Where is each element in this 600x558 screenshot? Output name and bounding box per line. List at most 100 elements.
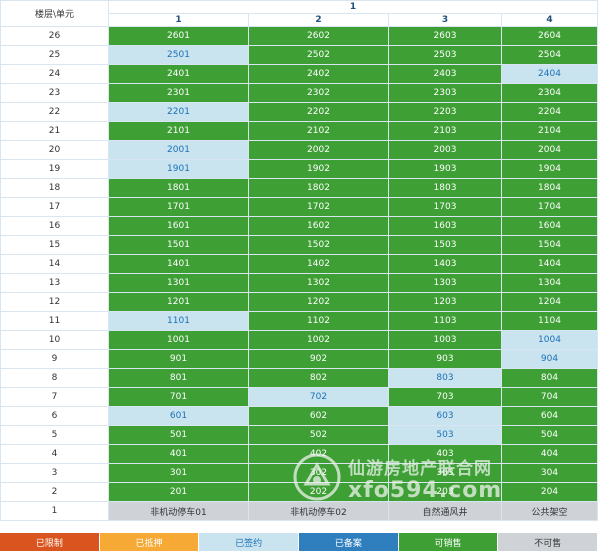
unit-cell[interactable]: 2302 <box>248 83 389 103</box>
unit-cell[interactable]: 2103 <box>388 121 502 141</box>
unit-cell[interactable]: 604 <box>500 406 599 426</box>
unit-cell[interactable]: 301 <box>108 463 249 483</box>
unit-cell[interactable]: 1604 <box>500 216 599 236</box>
unit-cell[interactable]: 504 <box>500 425 599 445</box>
unit-cell[interactable]: 1104 <box>500 311 599 331</box>
unit-cell[interactable]: 303 <box>388 463 502 483</box>
unit-cell[interactable]: 2003 <box>388 140 502 160</box>
unit-cell[interactable]: 1902 <box>248 159 389 179</box>
unit-cell[interactable]: 904 <box>500 349 599 369</box>
unit-cell[interactable]: 203 <box>388 482 502 502</box>
unit-cell[interactable]: 2402 <box>248 64 389 84</box>
unit-cell[interactable]: 801 <box>108 368 249 388</box>
unit-cell[interactable]: 2104 <box>500 121 599 141</box>
unit-cell[interactable]: 702 <box>248 387 389 407</box>
unit-cell[interactable]: 1503 <box>388 235 502 255</box>
unit-cell[interactable]: 403 <box>388 444 502 464</box>
unit-cell[interactable]: 1804 <box>500 178 599 198</box>
unit-cell[interactable]: 1803 <box>388 178 502 198</box>
unit-cell[interactable]: 1002 <box>248 330 389 350</box>
unit-cell[interactable]: 802 <box>248 368 389 388</box>
unit-cell[interactable]: 2404 <box>500 64 599 84</box>
unit-cell[interactable]: 1704 <box>500 197 599 217</box>
unit-cell[interactable]: 2601 <box>108 26 249 46</box>
unit-cell[interactable]: 1304 <box>500 273 599 293</box>
unit-cell[interactable]: 1801 <box>108 178 249 198</box>
unit-cell[interactable]: 1402 <box>248 254 389 274</box>
unit-cell[interactable]: 404 <box>500 444 599 464</box>
unit-cell[interactable]: 501 <box>108 425 249 445</box>
unit-cell[interactable]: 701 <box>108 387 249 407</box>
unit-cell[interactable]: 1903 <box>388 159 502 179</box>
unit-cell[interactable]: 1401 <box>108 254 249 274</box>
unit-cell[interactable]: 901 <box>108 349 249 369</box>
unit-cell[interactable]: 1202 <box>248 292 389 312</box>
unit-cell[interactable]: 304 <box>500 463 599 483</box>
unit-cell[interactable]: 2204 <box>500 102 599 122</box>
unit-cell[interactable]: 1602 <box>248 216 389 236</box>
unit-cell[interactable]: 502 <box>248 425 389 445</box>
unit-cell[interactable]: 1004 <box>500 330 599 350</box>
unit-cell[interactable]: 603 <box>388 406 502 426</box>
unit-cell[interactable]: 1001 <box>108 330 249 350</box>
unit-cell[interactable]: 1702 <box>248 197 389 217</box>
unit-cell[interactable]: 2203 <box>388 102 502 122</box>
unit-cell[interactable]: 1502 <box>248 235 389 255</box>
unit-cell[interactable]: 2504 <box>500 45 599 65</box>
unit-cell[interactable]: 1904 <box>500 159 599 179</box>
unit-cell[interactable]: 402 <box>248 444 389 464</box>
unit-cell[interactable]: 1003 <box>388 330 502 350</box>
unit-cell[interactable]: 903 <box>388 349 502 369</box>
unit-cell[interactable]: 1802 <box>248 178 389 198</box>
unit-cell[interactable]: 1101 <box>108 311 249 331</box>
unit-cell[interactable]: 1404 <box>500 254 599 274</box>
unit-cell[interactable]: 1504 <box>500 235 599 255</box>
unit-cell[interactable]: 2403 <box>388 64 502 84</box>
unit-cell[interactable]: 2301 <box>108 83 249 103</box>
unit-cell[interactable]: 1501 <box>108 235 249 255</box>
unit-cell[interactable]: 201 <box>108 482 249 502</box>
unit-cell[interactable]: 2001 <box>108 140 249 160</box>
unit-cell[interactable]: 2401 <box>108 64 249 84</box>
unit-cell[interactable]: 302 <box>248 463 389 483</box>
unit-cell[interactable]: 1302 <box>248 273 389 293</box>
unit-cell[interactable]: 1303 <box>388 273 502 293</box>
unit-cell[interactable]: 1301 <box>108 273 249 293</box>
unit-cell[interactable]: 704 <box>500 387 599 407</box>
unit-cell[interactable]: 2303 <box>388 83 502 103</box>
unit-cell[interactable]: 2603 <box>388 26 502 46</box>
unit-cell[interactable]: 1901 <box>108 159 249 179</box>
unit-cell[interactable]: 902 <box>248 349 389 369</box>
unit-cell[interactable]: 401 <box>108 444 249 464</box>
unit-cell[interactable]: 2004 <box>500 140 599 160</box>
unit-cell[interactable]: 2502 <box>248 45 389 65</box>
unit-cell[interactable]: 2102 <box>248 121 389 141</box>
unit-cell[interactable]: 1103 <box>388 311 502 331</box>
unit-cell[interactable]: 601 <box>108 406 249 426</box>
unit-cell[interactable]: 2501 <box>108 45 249 65</box>
unit-cell[interactable]: 1601 <box>108 216 249 236</box>
unit-cell[interactable]: 1701 <box>108 197 249 217</box>
unit-cell[interactable]: 2602 <box>248 26 389 46</box>
unit-cell[interactable]: 803 <box>388 368 502 388</box>
unit-cell[interactable]: 2002 <box>248 140 389 160</box>
unit-cell[interactable]: 1203 <box>388 292 502 312</box>
unit-cell[interactable]: 1204 <box>500 292 599 312</box>
unit-cell[interactable]: 1102 <box>248 311 389 331</box>
unit-cell[interactable]: 2503 <box>388 45 502 65</box>
unit-cell[interactable]: 202 <box>248 482 389 502</box>
unit-cell[interactable]: 2202 <box>248 102 389 122</box>
unit-cell[interactable]: 2201 <box>108 102 249 122</box>
unit-cell[interactable]: 2604 <box>500 26 599 46</box>
unit-cell[interactable]: 804 <box>500 368 599 388</box>
unit-cell[interactable]: 1201 <box>108 292 249 312</box>
unit-cell[interactable]: 2304 <box>500 83 599 103</box>
unit-cell[interactable]: 2101 <box>108 121 249 141</box>
unit-cell[interactable]: 1603 <box>388 216 502 236</box>
unit-cell[interactable]: 703 <box>388 387 502 407</box>
unit-cell[interactable]: 503 <box>388 425 502 445</box>
unit-cell[interactable]: 602 <box>248 406 389 426</box>
unit-cell[interactable]: 1703 <box>388 197 502 217</box>
unit-cell[interactable]: 204 <box>500 482 599 502</box>
unit-cell[interactable]: 1403 <box>388 254 502 274</box>
